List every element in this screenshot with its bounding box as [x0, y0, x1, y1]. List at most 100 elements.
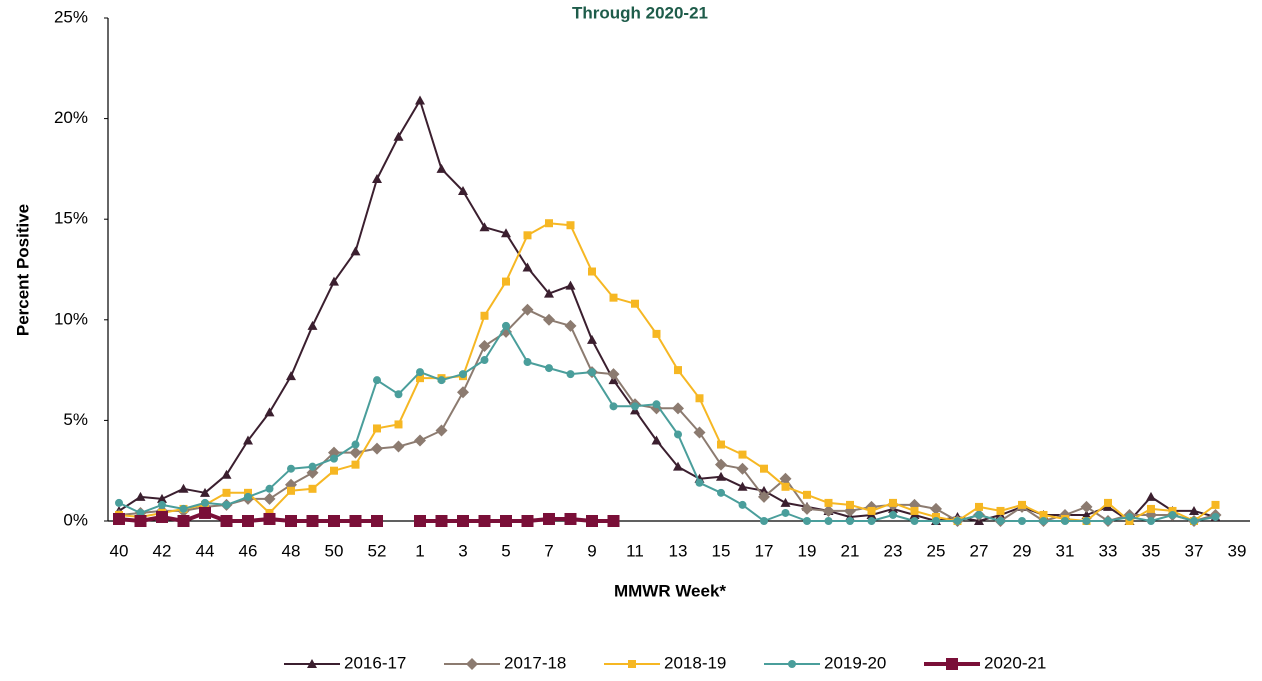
marker: [889, 510, 897, 519]
marker: [566, 221, 575, 230]
marker: [287, 486, 295, 495]
marker: [545, 219, 553, 228]
marker: [350, 246, 361, 256]
marker: [501, 228, 511, 238]
marker: [631, 402, 639, 411]
marker: [502, 321, 510, 330]
marker: [652, 400, 661, 409]
marker: [695, 478, 704, 487]
marker: [500, 515, 512, 527]
marker: [760, 517, 768, 525]
x-tick-label: 7: [544, 541, 553, 560]
marker: [113, 512, 125, 525]
y-tick-label: 10%: [54, 309, 88, 328]
marker: [242, 515, 254, 527]
x-tick-label: 48: [282, 541, 301, 560]
marker: [458, 186, 468, 196]
marker: [286, 371, 296, 381]
marker: [179, 504, 188, 513]
marker: [1018, 500, 1026, 509]
legend-item: 2020-21: [924, 653, 1046, 672]
marker: [1189, 505, 1199, 515]
marker: [867, 517, 876, 525]
marker: [416, 374, 424, 383]
marker: [306, 515, 319, 527]
marker: [996, 506, 1005, 515]
marker: [1146, 491, 1156, 501]
marker: [156, 510, 168, 523]
marker: [803, 490, 811, 499]
marker: [1018, 517, 1026, 525]
marker: [222, 488, 231, 497]
marker: [372, 173, 382, 183]
marker: [1082, 517, 1091, 525]
marker: [414, 434, 426, 447]
marker: [135, 491, 146, 501]
marker: [457, 386, 469, 399]
marker: [1147, 504, 1155, 513]
marker: [349, 446, 362, 459]
marker: [351, 460, 360, 469]
marker: [781, 482, 790, 491]
marker: [543, 512, 555, 525]
marker: [1147, 517, 1155, 525]
marker: [371, 442, 383, 455]
marker: [436, 163, 447, 173]
marker: [437, 376, 446, 385]
marker: [393, 131, 404, 141]
x-tick-label: 29: [1013, 541, 1032, 560]
marker: [201, 498, 209, 507]
x-tick-label: 27: [970, 541, 989, 560]
x-tick-label: 33: [1099, 541, 1118, 560]
marker: [177, 515, 190, 527]
marker: [738, 450, 747, 459]
marker: [651, 435, 662, 445]
marker: [522, 262, 533, 272]
marker: [910, 506, 919, 515]
marker: [996, 517, 1005, 525]
marker: [889, 498, 897, 507]
marker: [695, 394, 704, 403]
x-tick-label: 23: [884, 541, 903, 560]
marker: [199, 506, 211, 519]
marker: [263, 512, 276, 525]
marker: [930, 502, 942, 515]
marker: [134, 515, 147, 527]
marker: [1039, 510, 1048, 519]
marker: [673, 461, 683, 471]
marker: [394, 420, 403, 429]
marker: [564, 319, 577, 332]
x-tick-label: 21: [841, 541, 860, 560]
legend-label: 2020-21: [984, 653, 1046, 672]
marker: [307, 320, 318, 330]
marker: [287, 464, 295, 473]
x-tick-label: 50: [325, 541, 344, 560]
legend-item: 2016-17: [284, 653, 406, 672]
marker: [244, 488, 252, 497]
marker: [521, 515, 534, 527]
marker: [932, 517, 940, 525]
marker: [478, 339, 491, 352]
marker: [565, 280, 576, 290]
marker: [221, 469, 232, 479]
marker: [587, 334, 597, 344]
marker: [308, 484, 317, 493]
y-tick-label: 5%: [63, 410, 88, 429]
marker: [586, 515, 598, 527]
marker: [523, 358, 532, 367]
marker: [329, 276, 339, 286]
marker: [867, 506, 876, 515]
marker: [803, 517, 811, 525]
marker: [244, 492, 252, 501]
legend-label: 2018-19: [664, 653, 726, 672]
marker: [1168, 506, 1177, 515]
marker: [306, 466, 319, 479]
series-line: [118, 222, 1217, 522]
marker: [588, 368, 596, 377]
series-line: [118, 99, 1216, 522]
marker: [200, 487, 210, 497]
marker: [564, 512, 577, 525]
marker: [588, 267, 596, 276]
legend-label: 2016-17: [344, 653, 406, 672]
x-tick-label: 13: [669, 541, 688, 560]
